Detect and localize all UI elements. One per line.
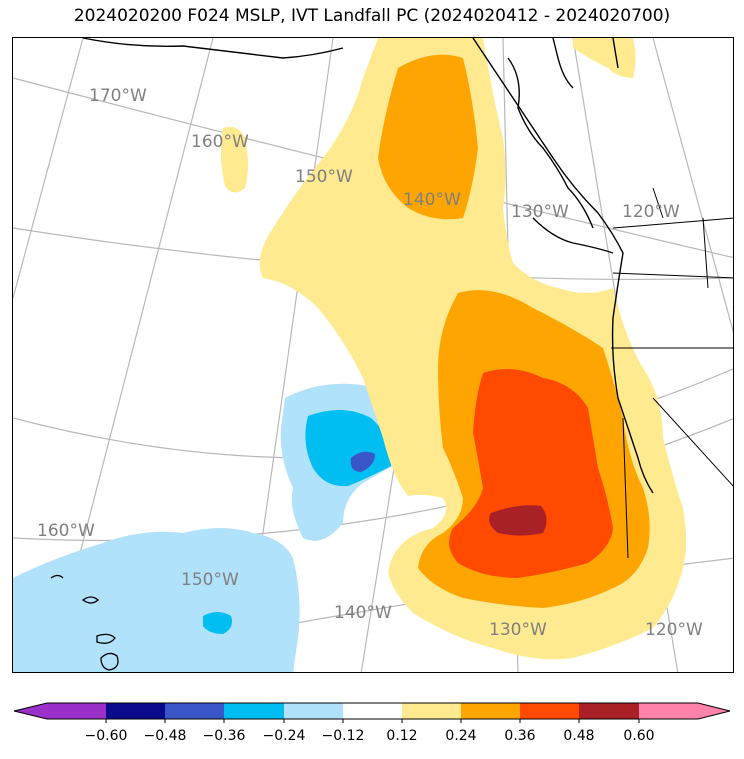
colorbar-bin-pos024 [461, 703, 520, 719]
colorbar-tick-label: −0.24 [263, 728, 306, 744]
lon-label-130w-bottom: 130°W [489, 620, 547, 640]
lon-label-120w-top: 120°W [622, 202, 680, 222]
coastlines [82, 38, 654, 494]
colorbar-bin-neg024 [224, 703, 284, 719]
orange-north [378, 54, 478, 220]
lon-label-130w-top: 130°W [511, 202, 569, 222]
colorbar-bin-pos036 [520, 703, 579, 719]
blue-north-inner [350, 451, 375, 472]
colorbar-tick-label: 0.12 [386, 728, 417, 744]
colorbar-tick-label: 0.60 [623, 728, 654, 744]
yellow-northeast-strip [573, 38, 636, 78]
colorbar-extend-right [698, 703, 730, 719]
colorbar-bin-neg036 [165, 703, 224, 719]
map-canvas: 170°W 160°W 150°W 140°W 130°W 120°W 160°… [13, 38, 733, 672]
map-title: 2024020200 F024 MSLP, IVT Landfall PC (2… [73, 6, 671, 26]
lon-label-160w-bottom: 160°W [37, 521, 95, 541]
negative-anomaly-regions [13, 383, 409, 672]
colorbar-bin-pos048 [579, 703, 639, 719]
borders [611, 187, 733, 559]
colorbar-bin-pos060 [639, 703, 698, 719]
map-panel: 170°W 160°W 150°W 140°W 130°W 120°W 160°… [12, 37, 734, 673]
blue-south-spot [203, 612, 232, 634]
yellow-island [220, 126, 248, 193]
islands [50, 574, 119, 671]
darkred-core [489, 505, 547, 536]
colorbar-extend-left [14, 703, 47, 719]
colorbar-bin-neg060 [47, 703, 106, 719]
colorbar-bin-neg012 [284, 703, 343, 719]
colorbar-tick-labels: −0.60 −0.48 −0.36 −0.24 −0.12 0.12 0.24 … [85, 728, 655, 744]
colorbar-tick-label: −0.12 [322, 728, 365, 744]
colorbar: −0.60 −0.48 −0.36 −0.24 −0.12 0.12 0.24 … [0, 700, 744, 750]
colorbar-bin-pos012 [402, 703, 461, 719]
graticule-labels: 170°W 160°W 150°W 140°W 130°W 120°W 160°… [37, 86, 703, 640]
blue-north-core [305, 409, 393, 487]
lon-label-140w-top: 140°W [403, 190, 461, 210]
blue-south-blob [13, 528, 300, 672]
lon-label-170w-top: 170°W [89, 86, 147, 106]
colorbar-ticks [105, 719, 640, 723]
colorbar-tick-label: 0.24 [445, 728, 476, 744]
red-core [449, 369, 613, 578]
colorbar-tick-label: 0.48 [563, 728, 594, 744]
colorbar-canvas: −0.60 −0.48 −0.36 −0.24 −0.12 0.12 0.24 … [13, 702, 731, 744]
colorbar-bin-zero [343, 703, 402, 719]
colorbar-tick-label: 0.36 [504, 728, 535, 744]
colorbar-bin-neg048 [106, 703, 165, 719]
lon-label-150w-bottom: 150°W [181, 570, 239, 590]
colorbar-tick-label: −0.60 [85, 728, 128, 744]
lon-label-140w-bottom: 140°W [334, 603, 392, 623]
lon-label-150w-top: 150°W [295, 167, 353, 187]
positive-anomaly-regions [220, 38, 687, 660]
colorbar-tick-label: −0.36 [203, 728, 246, 744]
lon-label-160w-top: 160°W [191, 132, 249, 152]
colorbar-outline [13, 702, 731, 720]
lon-label-120w-bottom: 120°W [645, 620, 703, 640]
colorbar-tick-label: −0.48 [144, 728, 187, 744]
